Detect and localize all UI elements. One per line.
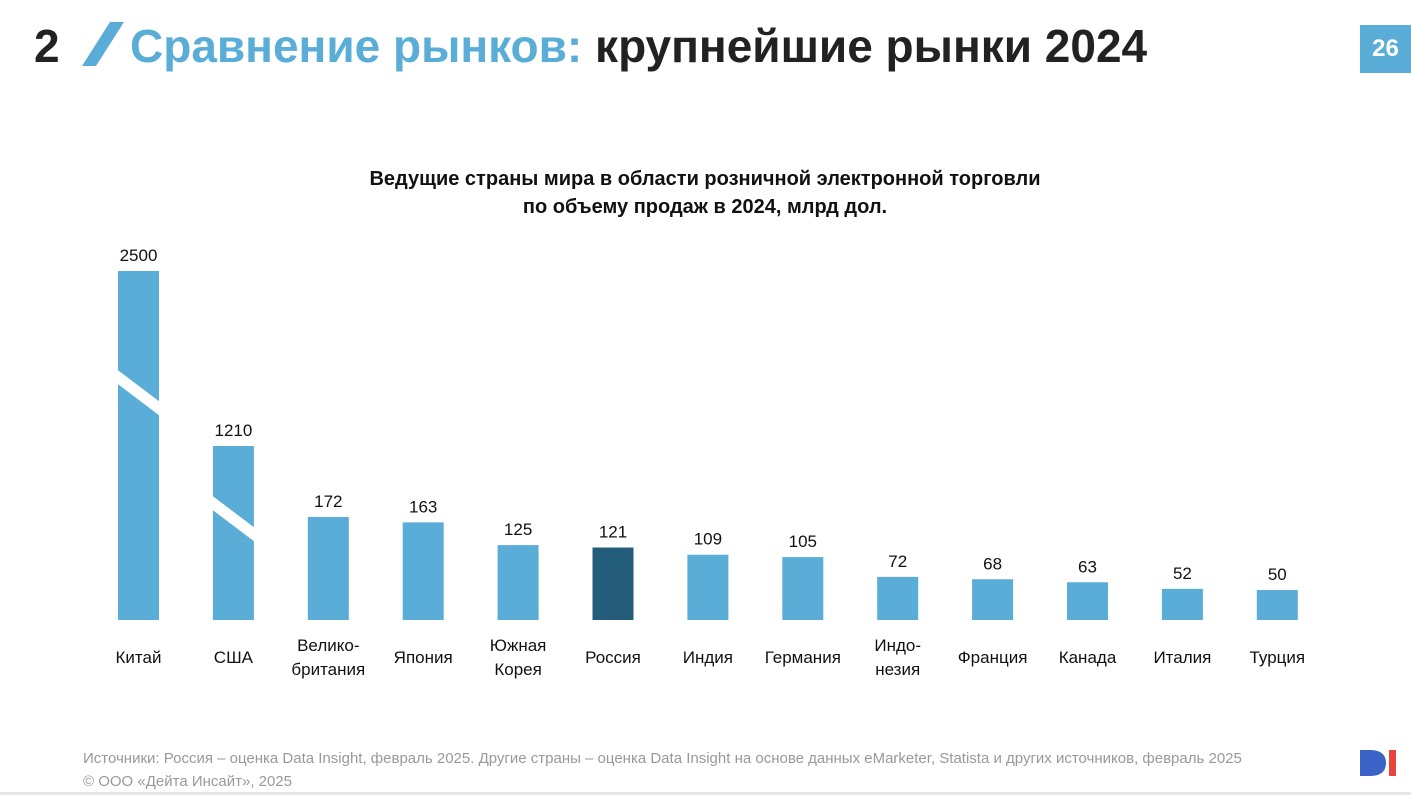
category-label-4: Южная Корея [490,636,547,679]
page-number-badge: 26 [1360,25,1411,73]
bar-5 [592,547,634,620]
chart-title-line-1: Ведущие страны мира в области розничной … [369,168,1041,190]
source-note: Источники: Россия – оценка Data Insight,… [83,747,1242,793]
page-title: Сравнение рынков: крупнейшие рынки 2024 [130,18,1147,74]
category-label-9: Франция [958,648,1028,667]
bar-7 [782,557,824,620]
chart-title-line-2: по объему продаж в 2024, млрд дол. [522,196,888,218]
bar-10 [1067,582,1108,620]
value-label-7: 105 [789,532,817,551]
category-label-7: Германия [765,648,841,667]
category-label-2: Велико-британия [291,636,365,679]
bar-6 [687,554,729,620]
bar-2 [307,516,349,620]
category-label-12: Турция [1249,648,1305,667]
value-label-9: 68 [983,554,1002,573]
bar-chart: 2500 Китай 1210 США 172 Велико-британия 163 Япо… [116,246,1306,679]
category-label-8: Индо-незия [874,636,921,679]
bar-12 [1256,590,1298,620]
category-label-0: Китай [116,648,162,667]
bottom-divider [0,792,1411,795]
slash-accent-icon [82,22,124,66]
copyright-text: © ООО «Дейта Инсайт», 2025 [83,773,293,790]
value-label-1: 1210 [214,421,252,440]
category-label-5: Россия [585,648,641,667]
bar-8 [877,576,919,620]
title-rest: крупнейшие рынки 2024 [595,20,1148,72]
value-label-12: 50 [1268,565,1287,584]
chart-title: Ведущие страны мира в области розничной … [300,165,1110,221]
data-insight-logo [1360,750,1396,776]
section-number: 2 [34,20,60,72]
category-label-10: Канада [1059,648,1117,667]
value-label-6: 109 [694,530,722,549]
bar-11 [1161,588,1203,620]
title-accent: Сравнение рынков: [130,20,583,72]
value-label-0: 2500 [120,246,158,265]
bar-9 [972,579,1014,620]
value-label-5: 121 [599,523,627,542]
value-label-10: 63 [1078,557,1097,576]
axis-break-1 [210,494,256,543]
category-label-1: США [214,648,254,667]
bar-0 [118,271,159,620]
category-label-11: Италия [1153,648,1211,667]
value-label-11: 52 [1173,564,1192,583]
bar-3 [402,522,444,620]
axis-break-0 [116,368,161,417]
bar-4 [497,545,539,620]
value-label-8: 72 [888,552,907,571]
category-label-3: Япония [394,648,453,667]
value-label-3: 163 [409,497,437,516]
category-label-6: Индия [683,648,733,667]
value-label-4: 125 [504,520,532,539]
value-label-2: 172 [314,492,342,511]
source-text: Источники: Россия – оценка Data Insight,… [83,750,1242,767]
